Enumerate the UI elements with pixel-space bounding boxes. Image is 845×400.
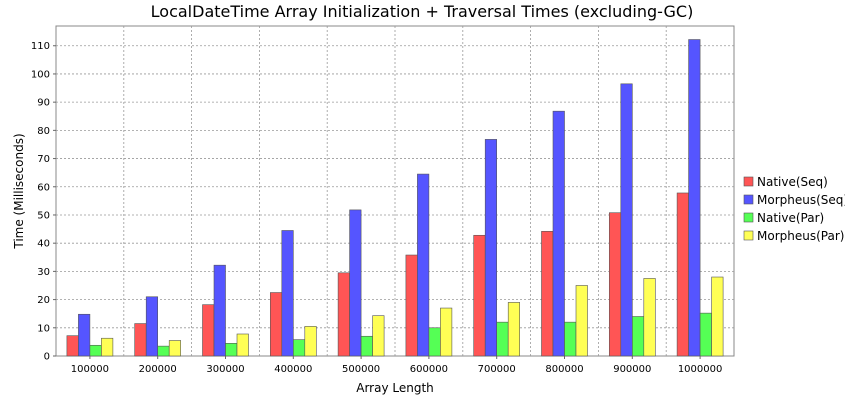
- bar-native-par-1000000: [699, 312, 712, 357]
- y-tick-label: 0: [44, 352, 50, 363]
- bar-morpheus-seq-400000: [281, 230, 294, 357]
- bar-morpheus-seq-500000: [349, 209, 362, 357]
- x-tick-label: 300000: [206, 364, 244, 375]
- bar-native-par-500000: [360, 335, 373, 357]
- bar-native-par-100000: [89, 344, 102, 357]
- x-tick-label: 200000: [139, 364, 177, 375]
- legend-label: Native(Seq): [757, 175, 828, 189]
- bar-morpheus-par-500000: [372, 315, 385, 357]
- bar-morpheus-seq-700000: [484, 139, 498, 357]
- x-tick-label: 700000: [478, 364, 516, 375]
- bar-native-seq-200000: [134, 323, 147, 357]
- bar-native-par-200000: [157, 345, 170, 357]
- bar-morpheus-seq-200000: [145, 296, 158, 357]
- x-tick-label: 100000: [71, 364, 109, 375]
- bar-morpheus-par-100000: [101, 337, 114, 357]
- y-ticks: 0 10 20 30 40 50 60 70 80 90 100 110: [31, 41, 56, 363]
- legend-label: Native(Par): [757, 211, 824, 225]
- bar-native-par-800000: [564, 321, 577, 357]
- chart-title: LocalDateTime Array Initialization + Tra…: [151, 2, 694, 21]
- legend-swatch: [743, 194, 754, 205]
- legend: Native(Seq) Morpheus(Seq) Native(Par) Morph…: [743, 175, 845, 243]
- y-axis-label: Time (Milliseconds): [12, 133, 26, 249]
- bar-morpheus-par-1000000: [711, 276, 724, 357]
- bar-native-seq-1000000: [676, 192, 689, 357]
- bar-native-seq-900000: [608, 212, 622, 357]
- bar-morpheus-par-800000: [575, 285, 588, 357]
- x-tick-label: 800000: [545, 364, 583, 375]
- bar-native-seq-800000: [541, 231, 554, 357]
- x-ticks: 100000 200000 300000 400000 500000 600000 7000…: [71, 356, 723, 375]
- y-tick-label: 110: [31, 41, 50, 52]
- x-tick-label: 1000000: [678, 364, 723, 375]
- y-tick-label: 100: [31, 69, 50, 80]
- bar-morpheus-seq-300000: [213, 264, 226, 357]
- bars: [66, 39, 724, 357]
- bar-morpheus-par-900000: [643, 278, 656, 357]
- legend-label: Morpheus(Par): [757, 229, 844, 243]
- bar-morpheus-par-200000: [168, 340, 181, 357]
- bar-morpheus-seq-600000: [417, 173, 430, 357]
- bar-native-seq-100000: [66, 335, 79, 357]
- legend-swatch: [743, 212, 754, 223]
- bar-native-par-900000: [631, 316, 645, 357]
- x-axis-label: Array Length: [356, 381, 434, 395]
- bar-morpheus-seq-1000000: [688, 39, 701, 357]
- y-tick-label: 60: [37, 182, 50, 193]
- bar-morpheus-par-400000: [304, 326, 317, 357]
- y-tick-label: 20: [37, 295, 50, 306]
- bar-native-seq-400000: [269, 292, 283, 357]
- y-tick-label: 30: [37, 267, 50, 278]
- legend-swatch: [743, 230, 754, 241]
- bar-native-seq-500000: [337, 272, 350, 357]
- bar-morpheus-seq-800000: [552, 110, 565, 357]
- x-tick-label: 600000: [410, 364, 448, 375]
- y-tick-label: 40: [37, 239, 50, 250]
- bar-native-par-400000: [292, 339, 306, 357]
- bar-morpheus-par-700000: [507, 302, 521, 357]
- bar-morpheus-seq-100000: [78, 313, 91, 357]
- x-tick-label: 500000: [342, 364, 380, 375]
- bar-morpheus-seq-900000: [620, 83, 633, 357]
- y-tick-label: 80: [37, 126, 50, 137]
- legend-label: Morpheus(Seq): [757, 193, 845, 207]
- bar-morpheus-par-600000: [440, 307, 453, 357]
- bar-native-seq-700000: [473, 234, 486, 357]
- bar-native-par-600000: [428, 327, 441, 357]
- bar-native-par-300000: [225, 343, 238, 357]
- bar-native-seq-300000: [202, 304, 215, 357]
- y-tick-label: 10: [37, 323, 50, 334]
- bar-morpheus-par-300000: [236, 333, 249, 357]
- y-tick-label: 90: [37, 98, 50, 109]
- x-tick-label: 400000: [274, 364, 312, 375]
- bar-native-par-700000: [496, 321, 509, 357]
- legend-swatch: [743, 176, 754, 187]
- bar-native-seq-600000: [405, 254, 418, 357]
- y-tick-label: 70: [37, 154, 50, 165]
- y-tick-label: 50: [37, 210, 50, 221]
- x-tick-label: 900000: [613, 364, 651, 375]
